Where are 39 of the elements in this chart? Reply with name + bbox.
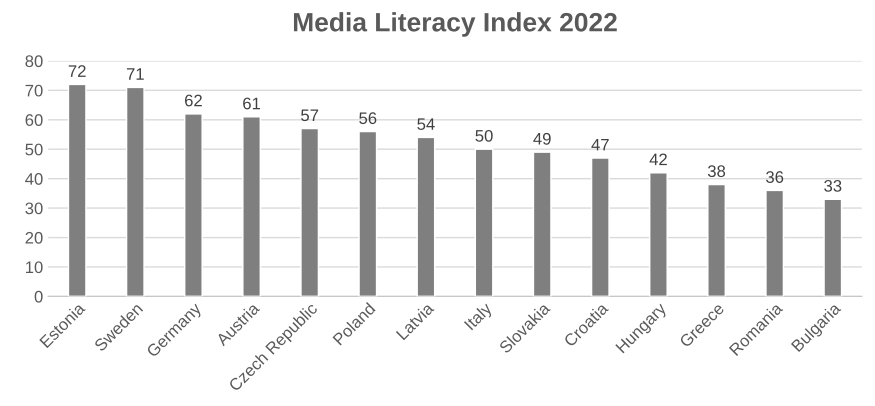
data-label: 47 xyxy=(591,138,609,150)
data-label: 62 xyxy=(185,94,202,106)
bar xyxy=(68,84,87,296)
bar xyxy=(765,190,784,296)
bar xyxy=(649,172,668,296)
y-tick-label: 10 xyxy=(26,261,43,274)
y-tick-label: 50 xyxy=(25,144,43,156)
bar xyxy=(474,148,494,296)
data-label: 72 xyxy=(68,65,86,77)
y-tick-label: 60 xyxy=(26,114,43,126)
y-tick-label: 0 xyxy=(34,290,43,303)
data-label: 38 xyxy=(708,165,726,178)
data-label: 56 xyxy=(359,112,376,124)
bar xyxy=(358,130,378,296)
x-tick-label: Italy xyxy=(464,301,496,333)
data-label: 57 xyxy=(301,110,318,122)
y-tick-label: 40 xyxy=(25,173,43,185)
bar xyxy=(126,86,145,296)
y-tick-label: 20 xyxy=(26,232,43,244)
data-label: 54 xyxy=(417,118,435,130)
data-label: 50 xyxy=(475,130,493,142)
chart-title: Media Literacy Index 2022 xyxy=(294,12,617,37)
data-label: 33 xyxy=(824,180,842,192)
bar xyxy=(590,157,610,296)
bar xyxy=(823,198,842,296)
bar xyxy=(416,136,436,296)
bar xyxy=(532,151,552,296)
bar xyxy=(242,116,261,296)
y-tick-label: 70 xyxy=(26,84,43,97)
data-label: 71 xyxy=(126,68,144,80)
data-label: 36 xyxy=(766,171,784,183)
bar xyxy=(184,113,203,296)
data-label: 61 xyxy=(243,98,260,110)
bar xyxy=(300,128,320,296)
data-label: 42 xyxy=(650,153,667,166)
data-label: 49 xyxy=(533,132,551,145)
y-tick-label: 30 xyxy=(25,202,43,214)
bar xyxy=(707,184,726,296)
y-tick-label: 80 xyxy=(25,55,43,68)
